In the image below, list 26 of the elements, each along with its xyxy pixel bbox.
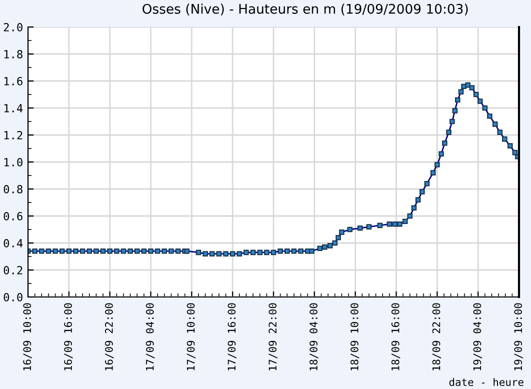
- y-tick-label: 1.2: [4, 131, 22, 140]
- y-tick-label: 0.6: [4, 212, 22, 220]
- y-tick-label: 0.2: [4, 266, 22, 274]
- x-tick-label: 17/09 22:00: [268, 303, 278, 370]
- y-tick-label: 1.4: [4, 104, 23, 112]
- x-axis-title: date - heure: [449, 378, 524, 386]
- y-tick-label: 1.8: [4, 50, 22, 58]
- chart-title: Osses (Nive) - Hauteurs en m (19/09/2009 10:03): [142, 4, 468, 16]
- x-tick-label: 16/09 16:00: [64, 303, 73, 370]
- x-tick-label: 16/09 10:00: [23, 303, 32, 370]
- x-tick-label: 18/09 04:00: [310, 303, 318, 370]
- y-tick-label: 0.8: [4, 185, 22, 194]
- x-tick-label: 18/09 16:00: [391, 303, 400, 370]
- x-tick-label: 16/09 22:00: [105, 303, 114, 370]
- x-tick-label: 18/09 22:00: [432, 303, 442, 370]
- y-tick-label: 0.4: [4, 239, 23, 248]
- x-tick-label: 17/09 16:00: [228, 303, 236, 370]
- x-tick-label: 18/09 10:00: [350, 303, 360, 370]
- y-tick-label: 1.6: [4, 77, 22, 86]
- x-tick-label: 17/09 10:00: [186, 303, 196, 370]
- x-tick-label: 19/09 10:00: [514, 303, 523, 370]
- y-tick-label: 0.0: [4, 293, 22, 302]
- y-tick-label: 1.0: [4, 158, 22, 166]
- x-tick-label: 19/09 04:00: [473, 303, 482, 370]
- x-tick-label: 17/09 04:00: [146, 303, 155, 370]
- y-tick-label: 2.0: [4, 23, 22, 32]
